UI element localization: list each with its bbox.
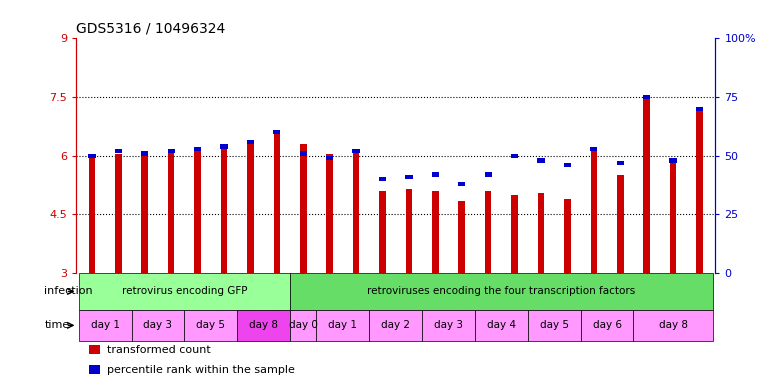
Bar [300,151,307,156]
Bar [406,189,412,273]
Bar [247,140,254,144]
Bar [564,199,571,273]
Text: day 6: day 6 [593,320,622,330]
Bar [670,158,677,273]
Bar [538,193,544,273]
Bar [194,147,201,151]
Text: day 1: day 1 [91,320,119,330]
Bar [643,99,650,273]
Bar [696,109,703,273]
Text: retroviruses encoding the four transcription factors: retroviruses encoding the four transcrip… [368,286,635,296]
Text: day 8: day 8 [249,320,279,330]
Bar [317,310,369,341]
Bar [616,161,624,165]
Bar [422,310,475,341]
Text: day 3: day 3 [144,320,173,330]
Bar [352,149,360,153]
Bar [168,152,174,273]
Bar [88,154,96,158]
Bar [475,310,528,341]
Bar [379,177,386,181]
Bar [78,310,132,341]
Text: GDS5316 / 10496324: GDS5316 / 10496324 [76,22,225,36]
Bar [432,191,438,273]
Bar [591,150,597,273]
Text: day 3: day 3 [434,320,463,330]
Bar [485,191,492,273]
Bar [458,201,465,273]
Text: day 2: day 2 [381,320,410,330]
Bar [431,172,439,177]
Text: percentile rank within the sample: percentile rank within the sample [107,365,295,375]
Text: day 4: day 4 [487,320,516,330]
Bar [88,156,95,273]
Bar [141,151,148,156]
Text: day 5: day 5 [540,320,568,330]
Bar [247,144,253,273]
Bar [537,158,545,162]
Bar [194,150,201,273]
Bar [167,149,175,153]
Text: time: time [44,320,70,330]
Text: day 8: day 8 [658,320,688,330]
Bar [237,310,290,341]
Bar [326,154,333,273]
Bar [221,148,228,273]
Bar [290,273,713,310]
Bar [142,156,148,273]
Bar [221,144,228,149]
Bar [406,175,412,179]
Bar [511,195,518,273]
Bar [379,191,386,273]
Bar [326,156,333,160]
Bar [696,107,703,111]
Bar [617,175,623,273]
Bar [290,310,317,341]
Bar [485,172,492,177]
Bar [670,158,677,162]
Bar [115,149,122,153]
Bar [581,310,633,341]
Text: transformed count: transformed count [107,344,211,355]
Bar [132,310,184,341]
Bar [115,154,122,273]
Bar [458,182,466,186]
Bar [184,310,237,341]
Text: infection: infection [44,286,93,296]
Bar [78,273,290,310]
Bar [273,134,280,273]
Bar [369,310,422,341]
Text: day 5: day 5 [196,320,225,330]
Bar [643,95,651,99]
Bar [528,310,581,341]
Bar [633,310,713,341]
Bar [89,365,100,374]
Text: retrovirus encoding GFP: retrovirus encoding GFP [122,286,247,296]
Bar [353,150,359,273]
Bar [89,345,100,354]
Bar [564,163,571,167]
Bar [511,154,518,158]
Bar [300,144,307,273]
Text: day 0: day 0 [289,320,317,330]
Bar [273,130,281,134]
Bar [591,147,597,151]
Text: day 1: day 1 [329,320,358,330]
